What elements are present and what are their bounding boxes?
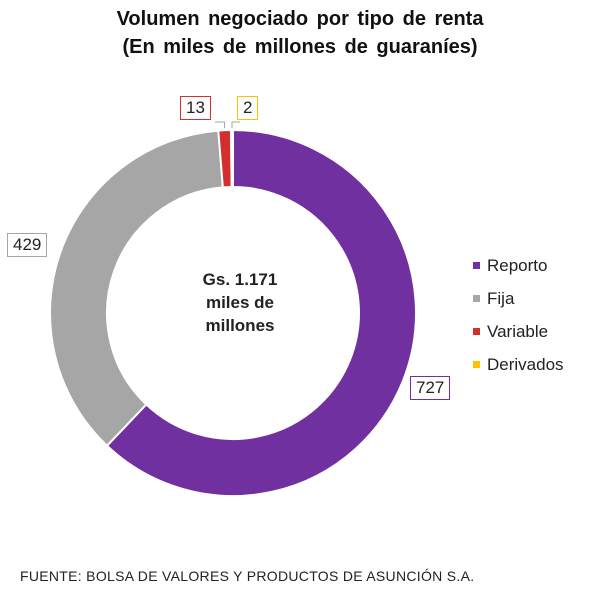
chart-title: Volumen negociado por tipo de renta [116, 8, 484, 30]
slice-reporto [105, 128, 417, 497]
source-footer: FUENTE: BOLSA DE VALORES Y PRODUCTOS DE … [20, 568, 475, 584]
legend-swatch-variable [473, 328, 480, 335]
legend-label-fija: Fija [487, 288, 515, 308]
slice-derivados [230, 128, 234, 189]
center-total-line-3: millones [205, 316, 275, 335]
legend-item-derivados: Derivados [473, 348, 564, 381]
center-total-line-2: miles de [205, 293, 275, 312]
legend-item-fija: Fija [473, 282, 564, 315]
legend-label-reporto: Reporto [487, 255, 548, 275]
legend: Reporto Fija Variable Derivados [473, 249, 564, 381]
legend-label-derivados: Derivados [487, 354, 564, 374]
legend-label-variable: Variable [487, 321, 549, 341]
data-label-reporto: 727 [410, 376, 451, 400]
legend-swatch-fija [473, 295, 480, 302]
legend-swatch-derivados [473, 361, 480, 368]
legend-item-reporto: Reporto [473, 249, 564, 282]
data-label-variable: 13 [180, 96, 211, 120]
legend-swatch-reporto [473, 262, 480, 269]
chart-subtitle: (En miles de millones de guaraníes) [122, 36, 478, 58]
leader-line-derivados [231, 121, 240, 129]
center-total-line-1: Gs. 1.171 [202, 270, 278, 289]
legend-item-variable: Variable [473, 315, 564, 348]
data-label-derivados: 2 [237, 96, 259, 120]
leader-line-variable [215, 121, 226, 129]
slice-fija [49, 129, 224, 448]
data-label-fija: 429 [7, 233, 48, 257]
